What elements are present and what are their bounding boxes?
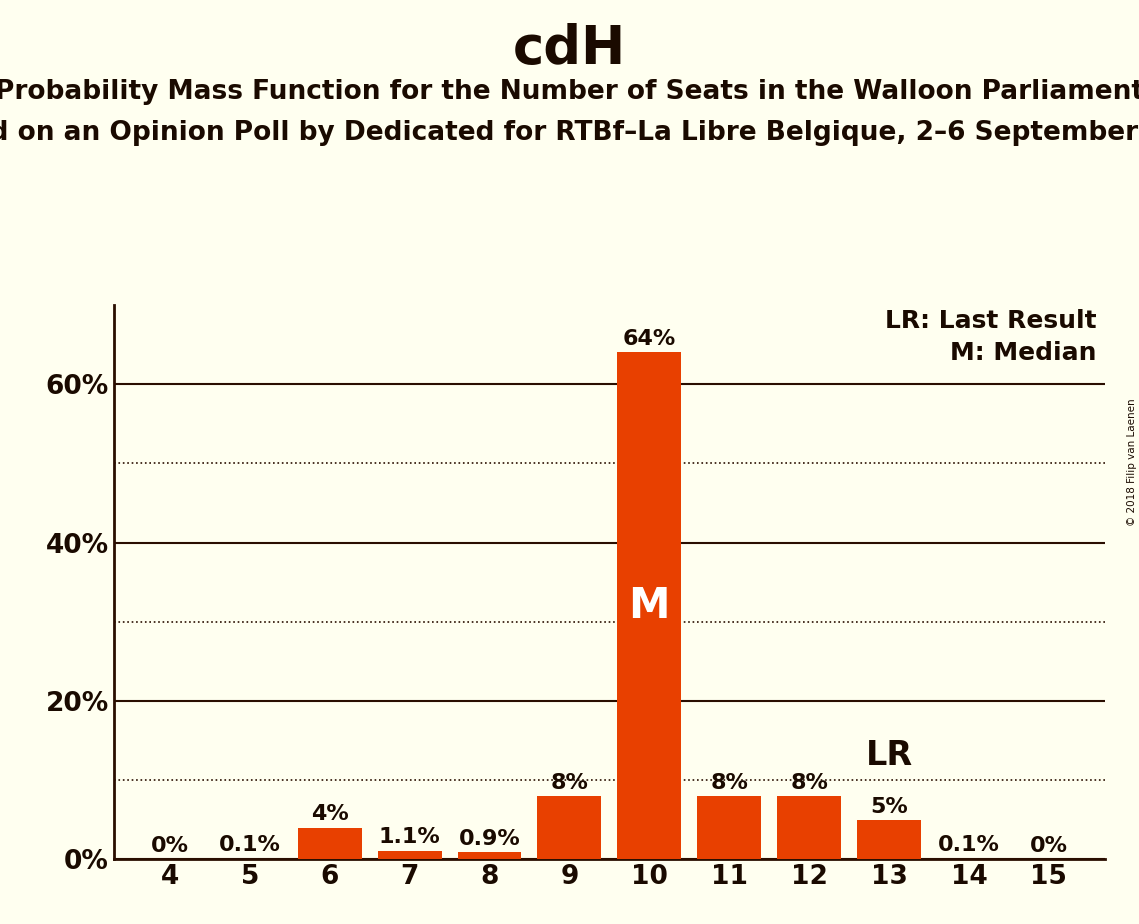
- Bar: [297, 828, 362, 859]
- Text: LR: Last Result: LR: Last Result: [885, 309, 1097, 333]
- Text: 8%: 8%: [550, 772, 589, 793]
- Text: 0.1%: 0.1%: [219, 835, 280, 856]
- Text: M: Median: M: Median: [950, 341, 1097, 365]
- Text: © 2018 Filip van Laenen: © 2018 Filip van Laenen: [1126, 398, 1137, 526]
- Bar: [538, 796, 601, 859]
- Text: LR: LR: [866, 739, 912, 772]
- Text: 8%: 8%: [790, 772, 828, 793]
- Bar: [858, 820, 921, 859]
- Bar: [378, 851, 442, 859]
- Text: 4%: 4%: [311, 805, 349, 824]
- Bar: [458, 852, 522, 859]
- Text: 64%: 64%: [623, 329, 675, 349]
- Text: Probability Mass Function for the Number of Seats in the Walloon Parliament: Probability Mass Function for the Number…: [0, 79, 1139, 104]
- Text: 0.9%: 0.9%: [459, 829, 521, 849]
- Text: 0%: 0%: [150, 836, 189, 857]
- Text: 8%: 8%: [711, 772, 748, 793]
- Text: 0%: 0%: [1030, 836, 1068, 857]
- Bar: [777, 796, 841, 859]
- Text: 5%: 5%: [870, 796, 908, 817]
- Text: 1.1%: 1.1%: [378, 827, 441, 847]
- Text: 0.1%: 0.1%: [939, 835, 1000, 856]
- Text: Based on an Opinion Poll by Dedicated for RTBf–La Libre Belgique, 2–6 September : Based on an Opinion Poll by Dedicated fo…: [0, 120, 1139, 146]
- Text: M: M: [629, 585, 670, 626]
- Bar: [617, 352, 681, 859]
- Bar: [697, 796, 761, 859]
- Text: cdH: cdH: [513, 23, 626, 75]
